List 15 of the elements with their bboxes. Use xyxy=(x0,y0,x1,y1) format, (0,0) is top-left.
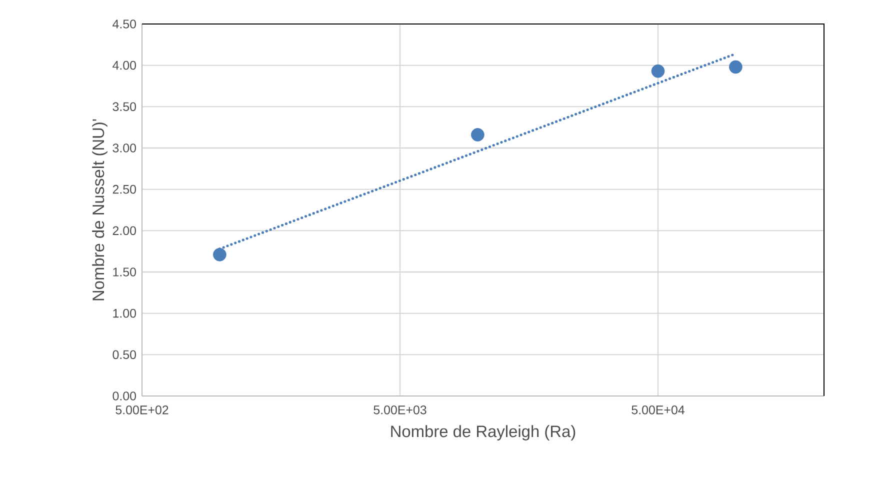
y-tick-label: 2.50 xyxy=(112,184,136,194)
y-tick-label: 0.50 xyxy=(112,350,136,360)
y-tick-label: 3.00 xyxy=(112,144,136,152)
y-tick-label: 3.50 xyxy=(112,102,136,112)
x-axis-title: Nombre de Rayleigh (Ra) xyxy=(391,425,576,440)
y-tick-label: 4.50 xyxy=(112,20,136,28)
y-tick-label: 0.00 xyxy=(112,392,136,400)
y-axis-title: Nombre de Nusselt (NU)' xyxy=(92,119,108,300)
y-tick-label: 1.00 xyxy=(113,308,136,318)
x-tick-label: 5.00E+02 xyxy=(116,406,168,414)
x-tick-label: 5.00E+03 xyxy=(374,406,426,414)
y-tick-label: 1.50 xyxy=(113,268,136,276)
y-tick-label: 2.00 xyxy=(112,226,136,236)
y-tick-label: 4.00 xyxy=(112,60,136,70)
x-tick-label: 5.00E+04 xyxy=(632,406,684,414)
